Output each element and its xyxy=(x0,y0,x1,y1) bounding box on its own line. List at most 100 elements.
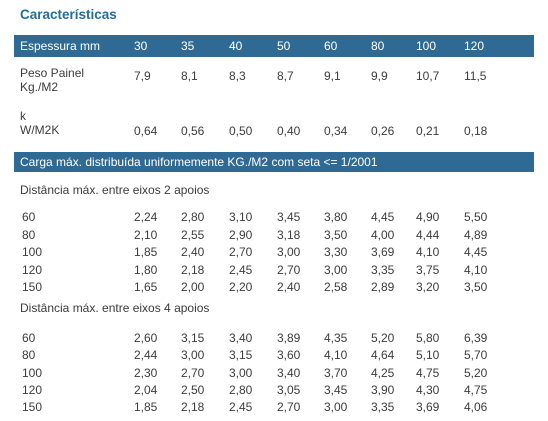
weight-value: 8,1 xyxy=(181,69,198,83)
table-cell: 4,30 xyxy=(416,382,440,397)
table-cell: 4,75 xyxy=(416,365,440,380)
table-cell: 6,39 xyxy=(464,331,488,345)
row-span-label: 100 xyxy=(22,245,43,259)
table-cell: 3,50 xyxy=(464,280,488,294)
table-cell: 3,40 xyxy=(277,365,301,380)
table-cell: 3,40 xyxy=(229,331,253,345)
table-cell: 3,90 xyxy=(371,382,395,397)
table-cell: 4,10 xyxy=(464,262,488,277)
section-4-supports-title: Distância máx. entre eixos 4 apoios xyxy=(20,301,210,315)
table-cell: 2,44 xyxy=(134,348,158,363)
row-span-label: 80 xyxy=(22,227,36,242)
k-value: 0,18 xyxy=(464,124,488,138)
table-cell: 3,69 xyxy=(371,245,395,259)
weight-value: 8,7 xyxy=(277,69,294,83)
table-cell: 3,35 xyxy=(371,262,395,277)
table-cell: 3,20 xyxy=(416,280,440,294)
k-value: 0,26 xyxy=(371,124,395,138)
table-cell: 3,45 xyxy=(277,210,301,224)
table-cell: 4,00 xyxy=(371,227,395,242)
table-cell: 2,70 xyxy=(229,245,253,259)
table-cell: 5,50 xyxy=(464,210,488,224)
table-cell: 3,89 xyxy=(277,331,301,345)
table-cell: 4,45 xyxy=(371,210,395,224)
thickness-value: 40 xyxy=(229,39,243,53)
table-cell: 4,89 xyxy=(464,227,488,242)
thickness-value: 60 xyxy=(324,39,338,53)
table-cell: 5,20 xyxy=(464,365,488,380)
table-cell: 2,04 xyxy=(134,382,158,397)
table-cell: 3,30 xyxy=(324,245,348,259)
weight-label-line2: Kg./M2 xyxy=(20,80,59,94)
table-cell: 3,00 xyxy=(277,245,301,259)
table-cell: 3,00 xyxy=(324,400,348,415)
table-cell: 2,24 xyxy=(134,210,158,224)
table-cell: 3,70 xyxy=(324,365,348,380)
table-cell: 3,05 xyxy=(277,382,301,397)
k-label-line1: k xyxy=(20,109,26,123)
table-cell: 1,65 xyxy=(134,280,158,294)
table-cell: 3,60 xyxy=(277,348,301,363)
thickness-value: 100 xyxy=(416,39,437,53)
row-span-label: 150 xyxy=(22,280,43,294)
table-cell: 4,10 xyxy=(324,348,348,363)
table-cell: 2,58 xyxy=(324,280,348,294)
table-cell: 3,69 xyxy=(416,400,440,415)
row-span-label: 60 xyxy=(22,331,36,345)
page-title: Características xyxy=(20,7,117,22)
table-cell: 2,80 xyxy=(229,382,253,397)
k-value: 0,56 xyxy=(181,124,205,138)
k-label-line2: W/M2K xyxy=(20,123,60,137)
table-cell: 2,70 xyxy=(181,365,205,380)
weight-value: 9,9 xyxy=(371,69,388,83)
table-cell: 4,64 xyxy=(371,348,395,363)
table-cell: 2,80 xyxy=(181,210,205,224)
table-cell: 3,15 xyxy=(229,348,253,363)
row-span-label: 80 xyxy=(22,348,36,363)
table-cell: 2,45 xyxy=(229,400,253,415)
table-cell: 2,55 xyxy=(181,227,205,242)
k-value: 0,40 xyxy=(277,124,301,138)
table-cell: 2,89 xyxy=(371,280,395,294)
table-cell: 3,80 xyxy=(324,210,348,224)
table-cell: 4,25 xyxy=(371,365,395,380)
weight-value: 9,1 xyxy=(324,69,341,83)
table-cell: 2,30 xyxy=(134,365,158,380)
table-cell: 2,45 xyxy=(229,262,253,277)
k-value: 0,21 xyxy=(416,124,440,138)
row-span-label: 60 xyxy=(22,210,36,224)
thickness-value: 50 xyxy=(277,39,291,53)
table-cell: 2,00 xyxy=(181,280,205,294)
table-cell: 3,50 xyxy=(324,227,348,242)
table-cell: 2,10 xyxy=(134,227,158,242)
table-cell: 1,80 xyxy=(134,262,158,277)
row-span-label: 100 xyxy=(22,365,43,380)
table-cell: 3,15 xyxy=(181,331,205,345)
weight-value: 11,5 xyxy=(464,69,487,83)
table-cell: 4,10 xyxy=(416,245,440,259)
table-cell: 1,85 xyxy=(134,245,158,259)
thickness-value: 35 xyxy=(181,39,195,53)
thickness-value: 120 xyxy=(464,39,485,53)
table-cell: 2,40 xyxy=(181,245,205,259)
table-cell: 5,20 xyxy=(371,331,395,345)
table-cell: 3,75 xyxy=(416,262,440,277)
row-span-label: 120 xyxy=(22,382,43,397)
table-cell: 3,18 xyxy=(277,227,301,242)
table-cell: 4,06 xyxy=(464,400,488,415)
table-cell: 2,50 xyxy=(181,382,205,397)
weight-label-line1: Peso Painel xyxy=(20,66,85,80)
table-cell: 4,75 xyxy=(464,382,488,397)
table-cell: 5,10 xyxy=(416,348,440,363)
thickness-value: 30 xyxy=(134,39,148,53)
table-cell: 4,44 xyxy=(416,227,440,242)
thickness-header-bar: Espessura mm 30 35 40 50 60 80 100 120 xyxy=(14,35,534,57)
row-span-label: 120 xyxy=(22,262,43,277)
table-cell: 3,45 xyxy=(324,382,348,397)
table-cell: 2,70 xyxy=(277,400,301,415)
section-2-supports-title: Distância máx. entre eixos 2 apoios xyxy=(20,183,210,197)
table-cell: 4,90 xyxy=(416,210,440,224)
weight-value: 7,9 xyxy=(134,69,151,83)
k-value: 0,50 xyxy=(229,124,253,138)
table-cell: 3,00 xyxy=(229,365,253,380)
